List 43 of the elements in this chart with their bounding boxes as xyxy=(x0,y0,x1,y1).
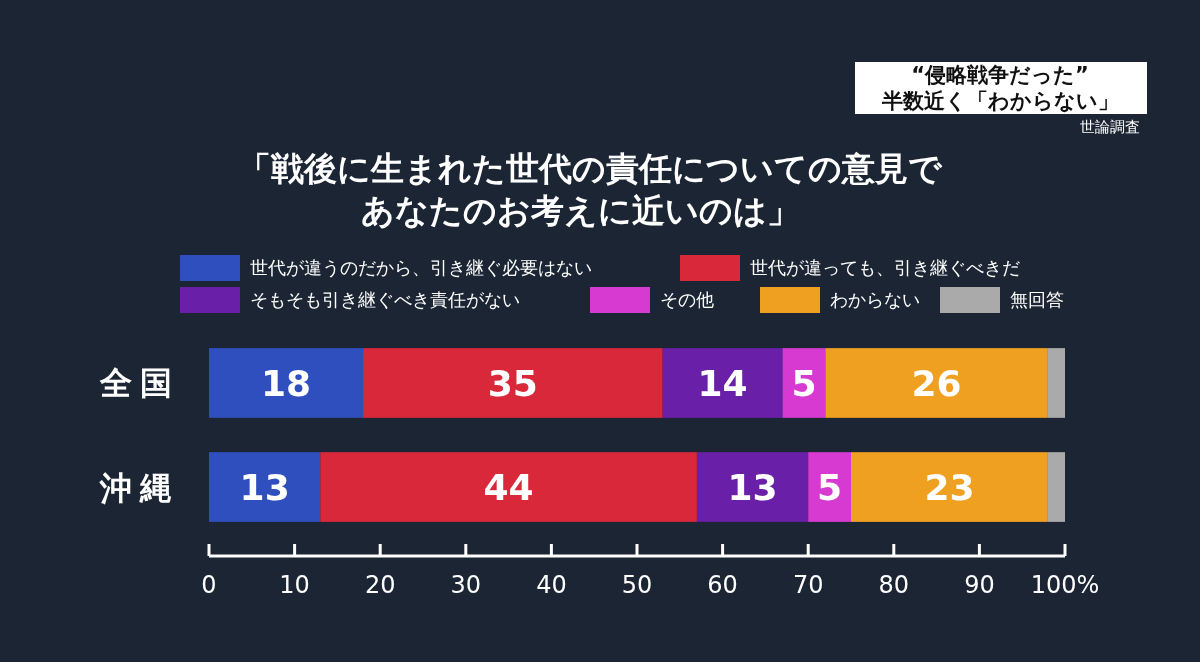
legend-label: そもそも引き継ぐべき責任がない xyxy=(250,289,520,311)
legend-label: その他 xyxy=(660,289,714,311)
bar xyxy=(662,348,783,418)
bar xyxy=(209,348,364,418)
bar xyxy=(1047,348,1065,418)
y-tick-label: 全国 xyxy=(99,364,180,403)
x-tick-label: 40 xyxy=(536,571,567,600)
bar xyxy=(825,348,1048,418)
legend-label: 世代が違うのだから、引き継ぐ必要はない xyxy=(250,257,592,279)
data-label: 26 xyxy=(911,362,962,404)
text: 半数近く「わからない」 xyxy=(880,89,1119,113)
data-label: 5 xyxy=(817,466,843,508)
text: “侵略戦争だった” xyxy=(911,63,1089,87)
bar xyxy=(696,452,809,522)
x-tick-label: 60 xyxy=(707,571,738,600)
x-tick-label: 20 xyxy=(364,571,396,600)
bar xyxy=(363,348,663,418)
data-label: 23 xyxy=(924,466,975,508)
bar xyxy=(1047,452,1065,522)
x-tick-label: 100% xyxy=(1030,571,1100,600)
text: 世論調査 xyxy=(1080,118,1140,136)
legend-label: 世代が違っても、引き継ぐべきだ xyxy=(750,257,1020,279)
x-tick-label: 70 xyxy=(792,571,824,600)
bar xyxy=(209,452,321,522)
data-label: 5 xyxy=(791,362,817,404)
x-tick-label: 50 xyxy=(621,571,653,600)
legend-label: 無回答 xyxy=(1010,289,1064,311)
bar xyxy=(851,452,1048,522)
y-tick-label: 沖縄 xyxy=(99,468,180,507)
chart-title: 「戦後に生まれた世代の責任についての意見であなたのお考えに近いのは」 xyxy=(238,149,943,230)
bar xyxy=(320,452,697,522)
data-label: 35 xyxy=(487,362,538,404)
data-label: 13 xyxy=(727,466,778,508)
legend-label: わからない xyxy=(830,289,920,311)
data-label: 18 xyxy=(260,362,312,404)
x-tick-label: 0 xyxy=(201,571,217,600)
data-label: 13 xyxy=(239,466,290,508)
data-label: 44 xyxy=(483,466,534,508)
x-tick-label: 90 xyxy=(964,571,995,600)
data-label: 14 xyxy=(697,362,748,404)
x-tick-label: 10 xyxy=(279,571,310,600)
x-tick-label: 80 xyxy=(878,571,910,600)
x-tick-label: 30 xyxy=(450,571,482,600)
